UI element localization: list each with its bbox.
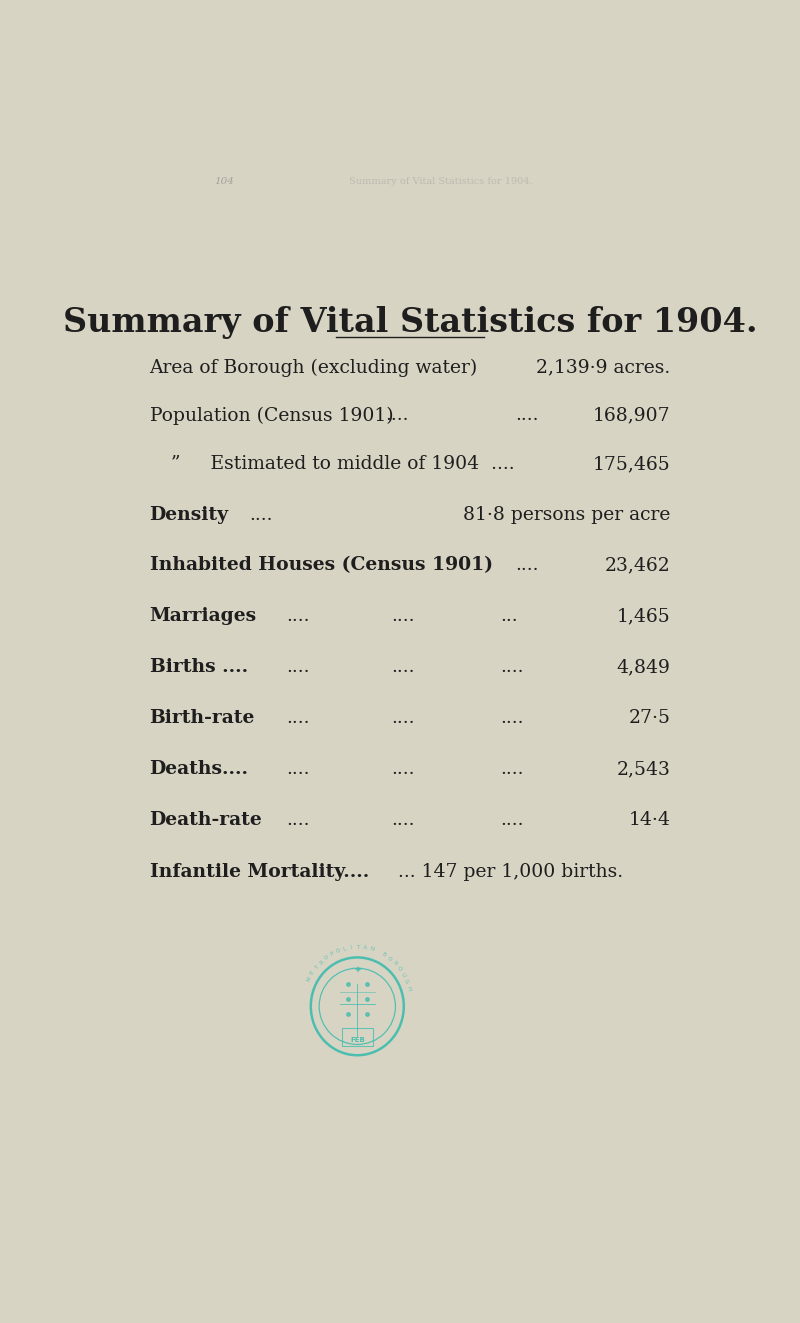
Text: O: O	[386, 955, 393, 962]
Text: Infantile Mortality....: Infantile Mortality....	[150, 863, 369, 881]
Text: Deaths....: Deaths....	[150, 759, 249, 778]
Text: ....: ....	[500, 759, 523, 778]
Text: ....: ....	[286, 709, 310, 728]
Text: ....: ....	[500, 811, 523, 830]
Text: R: R	[318, 959, 325, 966]
Text: ✦: ✦	[354, 966, 362, 976]
Text: Death-rate: Death-rate	[150, 811, 262, 830]
Text: ....: ....	[500, 709, 523, 728]
Text: Population (Census 1901): Population (Census 1901)	[150, 406, 394, 425]
Text: Inhabited Houses (Census 1901): Inhabited Houses (Census 1901)	[150, 556, 493, 574]
Text: O: O	[336, 947, 342, 954]
Text: ....: ....	[515, 406, 539, 425]
Text: ....: ....	[500, 658, 523, 676]
Text: 23,462: 23,462	[605, 556, 670, 574]
Text: 168,907: 168,907	[593, 406, 670, 425]
Text: N: N	[369, 946, 374, 953]
Text: ”     Estimated to middle of 1904  ....: ” Estimated to middle of 1904 ....	[171, 455, 515, 474]
Text: H: H	[406, 986, 412, 991]
Text: E: E	[310, 970, 316, 976]
Text: 14·4: 14·4	[629, 811, 670, 830]
Text: O: O	[323, 954, 330, 960]
Text: 104: 104	[214, 177, 234, 187]
Text: Births ....: Births ....	[150, 658, 248, 676]
Text: P: P	[330, 951, 335, 957]
Text: ....: ....	[391, 607, 415, 626]
Text: ....: ....	[249, 507, 272, 524]
Text: U: U	[400, 972, 406, 978]
Text: ....: ....	[286, 811, 310, 830]
Text: ....: ....	[391, 658, 415, 676]
Text: ....: ....	[391, 811, 415, 830]
Text: 2,139·9 acres.: 2,139·9 acres.	[536, 359, 670, 377]
Text: B: B	[381, 951, 386, 958]
Text: T: T	[357, 945, 360, 950]
Text: ...: ...	[500, 607, 518, 626]
Text: 81·8 persons per acre: 81·8 persons per acre	[463, 507, 670, 524]
Text: 175,465: 175,465	[593, 455, 670, 474]
Text: M: M	[306, 976, 313, 983]
Text: 4,849: 4,849	[617, 658, 670, 676]
Text: A: A	[362, 945, 367, 950]
Text: Density: Density	[150, 507, 229, 524]
Text: Summary of Vital Statistics for 1904.: Summary of Vital Statistics for 1904.	[349, 177, 533, 187]
Text: 2,543: 2,543	[617, 759, 670, 778]
Text: Marriages: Marriages	[150, 607, 257, 626]
Text: T: T	[314, 964, 320, 970]
Text: O: O	[396, 966, 402, 972]
Text: ....: ....	[286, 658, 310, 676]
Text: Birth-rate: Birth-rate	[150, 709, 255, 728]
Text: FEB: FEB	[350, 1037, 365, 1043]
Text: 1,465: 1,465	[617, 607, 670, 626]
Text: L: L	[343, 946, 347, 951]
Text: 27·5: 27·5	[629, 709, 670, 728]
Text: ....: ....	[286, 759, 310, 778]
Text: I: I	[350, 945, 353, 950]
Text: Summary of Vital Statistics for 1904.: Summary of Vital Statistics for 1904.	[62, 307, 758, 340]
Text: ....: ....	[286, 607, 310, 626]
Text: ....: ....	[515, 556, 539, 574]
Text: ....: ....	[391, 759, 415, 778]
Text: G: G	[403, 978, 410, 984]
Text: ....: ....	[386, 406, 409, 425]
Text: ....: ....	[391, 709, 415, 728]
Text: Area of Borough (excluding water): Area of Borough (excluding water)	[150, 359, 478, 377]
Text: R: R	[391, 960, 398, 967]
Text: ... 147 per 1,000 births.: ... 147 per 1,000 births.	[398, 863, 622, 881]
